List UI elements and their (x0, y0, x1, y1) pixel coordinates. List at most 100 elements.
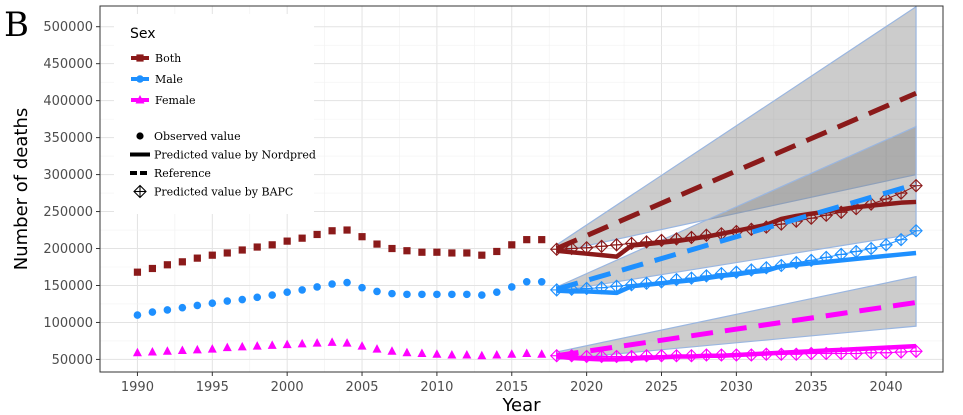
legend-items: Both Male Female Observed value Predicted va… (130, 52, 316, 199)
series-male (133, 181, 923, 319)
bapc-point-male (594, 280, 609, 295)
observed-point-female (477, 350, 487, 360)
observed-point-both (163, 261, 171, 269)
observed-point-female (522, 348, 532, 358)
observed-point-both (418, 248, 426, 256)
bapc-point-male (834, 247, 848, 262)
bapc-point-both (654, 233, 669, 248)
observed-point-both (223, 249, 231, 257)
y-tick-label: 200000 (43, 242, 93, 257)
observed-point-both (403, 247, 411, 255)
bapc-point-female (774, 347, 789, 362)
reference-line-both (555, 90, 918, 251)
legend-label: Predicted value by Nordpred (154, 149, 316, 162)
bapc-point-male (744, 263, 759, 277)
legend-diamond-plus-icon (133, 184, 147, 199)
bapc-point-female (699, 348, 714, 362)
observed-point-female (417, 348, 427, 358)
observed-point-both (388, 244, 396, 253)
bapc-point-female (849, 346, 863, 361)
observed-point-female (162, 346, 172, 355)
observed-point-female (432, 349, 442, 358)
observed-point-male (283, 288, 291, 296)
bapc-point-male (714, 266, 729, 281)
observed-point-female (387, 346, 397, 355)
bapc-point-both (834, 205, 848, 220)
observed-point-male (448, 290, 456, 299)
bapc-point-male (864, 241, 878, 256)
x-tick-label: 2030 (720, 380, 753, 395)
bapc-point-female (624, 349, 639, 364)
x-tick-label: 2035 (795, 380, 828, 395)
bapc-point-male (849, 244, 863, 259)
bapc-point-female (759, 347, 774, 362)
observed-point-female (462, 349, 472, 359)
observed-point-female (342, 338, 352, 347)
observed-point-female (222, 342, 232, 352)
legend: Sex Both Male Female Observed value Predicte… (114, 14, 316, 214)
observed-point-female (132, 347, 142, 357)
bapc-point-male (774, 258, 789, 273)
series-female (132, 300, 923, 364)
observed-point-both (343, 226, 351, 234)
bapc-point-male (789, 255, 804, 270)
observed-point-both (193, 254, 201, 262)
y-tick-label: 100000 (43, 316, 93, 331)
bapc-point-both (639, 235, 654, 249)
y-tick-label: 300000 (43, 168, 93, 183)
bapc-point-male (699, 269, 714, 283)
observed-point-male (478, 291, 486, 299)
observed-point-female (147, 347, 157, 356)
observed-point-female (357, 341, 367, 350)
bapc-point-male (894, 232, 908, 247)
observed-point-both (148, 264, 157, 273)
series-layer (132, 90, 923, 364)
y-tick-label: 500000 (43, 20, 93, 35)
bapc-point-female (909, 344, 923, 359)
y-tick-label: 50000 (52, 353, 93, 368)
legend-key-marker (135, 95, 145, 104)
observed-point-both (358, 233, 366, 241)
observed-point-male (313, 283, 321, 291)
observed-point-both (493, 247, 501, 256)
observed-point-female (282, 339, 292, 349)
observed-point-both (508, 241, 516, 249)
legend-label: Observed value (154, 130, 241, 143)
observed-point-male (507, 283, 516, 291)
observed-point-both (253, 243, 261, 251)
bapc-point-male (909, 223, 923, 238)
legend-item-female: Female (131, 94, 196, 107)
bapc-point-male (654, 275, 669, 289)
observed-point-both (208, 251, 216, 259)
observed-point-male (178, 303, 187, 312)
legend-item-type: Reference (130, 167, 211, 180)
bapc-point-male (624, 277, 639, 292)
bapc-point-female (714, 348, 729, 362)
observed-point-both (283, 237, 291, 245)
observed-point-both (268, 241, 276, 249)
observed-point-female (327, 337, 337, 346)
observed-point-male (193, 301, 202, 310)
bapc-point-female (684, 348, 699, 363)
bapc-point-male (684, 271, 699, 285)
bapc-point-both (699, 228, 714, 242)
legend-item-type: Predicted value by Nordpred (130, 149, 316, 162)
observed-point-both (463, 249, 471, 257)
bapc-point-female (819, 346, 833, 361)
observed-point-male (238, 295, 247, 304)
observed-point-female (267, 340, 277, 349)
observed-point-male (133, 311, 142, 319)
observed-point-male (268, 291, 276, 299)
observed-point-both (298, 234, 306, 242)
observed-point-male (418, 290, 426, 299)
bapc-point-female (789, 347, 804, 362)
legend-key-marker (136, 75, 144, 83)
observed-point-male (463, 290, 471, 299)
legend-title: Sex (130, 26, 156, 42)
bapc-point-female (579, 349, 594, 364)
observed-point-male (298, 286, 306, 294)
bapc-point-female (564, 348, 579, 363)
bapc-point-female (654, 348, 669, 363)
observed-point-female (237, 341, 247, 351)
bapc-point-male (729, 265, 744, 279)
